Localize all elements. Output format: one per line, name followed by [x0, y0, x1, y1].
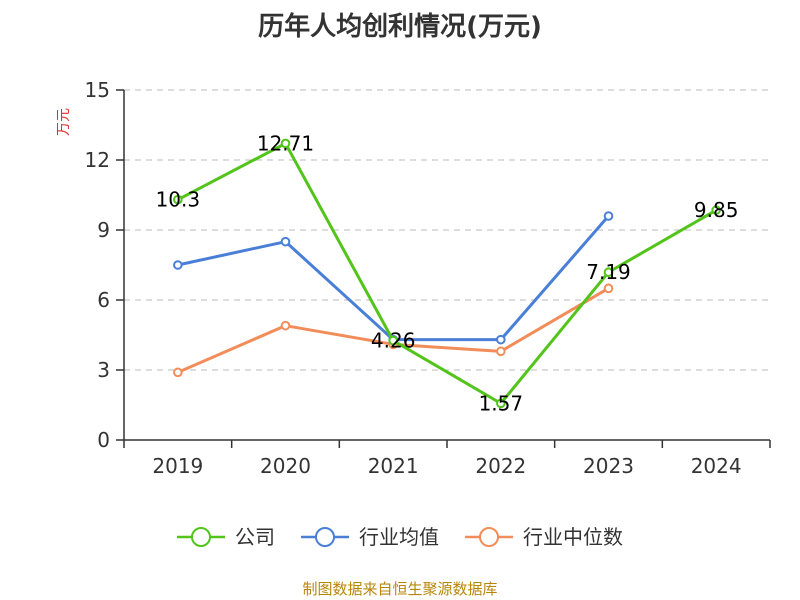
legend-item[interactable]: 行业中位数	[465, 525, 623, 549]
legend-marker	[479, 527, 499, 547]
data-point	[711, 205, 721, 215]
x-ticks: 2019 2020 2021 2022 2023 2024	[123, 440, 771, 478]
series-line	[177, 141, 717, 405]
data-point	[173, 367, 183, 378]
series-group	[173, 138, 721, 409]
data-label: 10.3	[156, 188, 201, 212]
y-tick-label: 12	[85, 148, 110, 172]
data-point	[280, 320, 291, 331]
data-labels: 10.3 12.71 4.26 1.57 7.19 9.85	[156, 131, 739, 415]
y-tick-label: 3	[97, 358, 110, 382]
y-tick-label: 6	[97, 288, 110, 312]
x-tick-label: 2020	[260, 454, 311, 478]
y-ticks: 0 3 6 9 12 15	[85, 78, 124, 452]
data-point	[603, 283, 614, 294]
legend-item[interactable]: 行业均值	[301, 525, 439, 549]
source-note: 制图数据来自恒生聚源数据库	[302, 580, 498, 598]
data-label: 7.19	[586, 260, 631, 284]
y-tick-label: 15	[85, 78, 110, 102]
data-label: 12.71	[257, 131, 314, 155]
legend-item[interactable]: 公司	[177, 525, 275, 549]
data-point	[603, 211, 614, 221]
x-tick-label: 2022	[475, 454, 526, 478]
legend-marker	[191, 527, 211, 547]
x-tick-label: 2019	[152, 454, 203, 478]
data-point	[496, 398, 506, 409]
data-label: 4.26	[371, 329, 416, 353]
data-label: 1.57	[479, 391, 524, 415]
data-point	[280, 138, 291, 149]
data-point	[173, 194, 183, 205]
chart-title: 历年人均创利情况(万元)	[258, 12, 542, 42]
legend-label: 行业中位数	[523, 525, 623, 549]
data-label: 9.85	[694, 198, 739, 222]
x-tick-label: 2021	[368, 454, 419, 478]
x-tick-label: 2024	[691, 454, 742, 478]
legend-label: 公司	[235, 525, 275, 549]
data-point	[496, 334, 506, 345]
y-tick-label: 9	[97, 218, 110, 242]
y-axis-label: 万元	[56, 108, 72, 136]
axes	[123, 90, 770, 441]
data-point	[603, 267, 614, 278]
data-point	[173, 260, 183, 270]
data-point	[280, 236, 291, 247]
legend: 公司 行业均值 行业中位数	[177, 525, 623, 549]
x-tick-label: 2023	[583, 454, 634, 478]
data-point	[496, 346, 506, 357]
legend-label: 行业均值	[359, 525, 439, 549]
gridlines	[124, 89, 770, 371]
series-line	[177, 215, 610, 342]
y-tick-label: 0	[97, 428, 110, 452]
legend-marker	[315, 527, 335, 547]
data-point	[388, 335, 398, 346]
